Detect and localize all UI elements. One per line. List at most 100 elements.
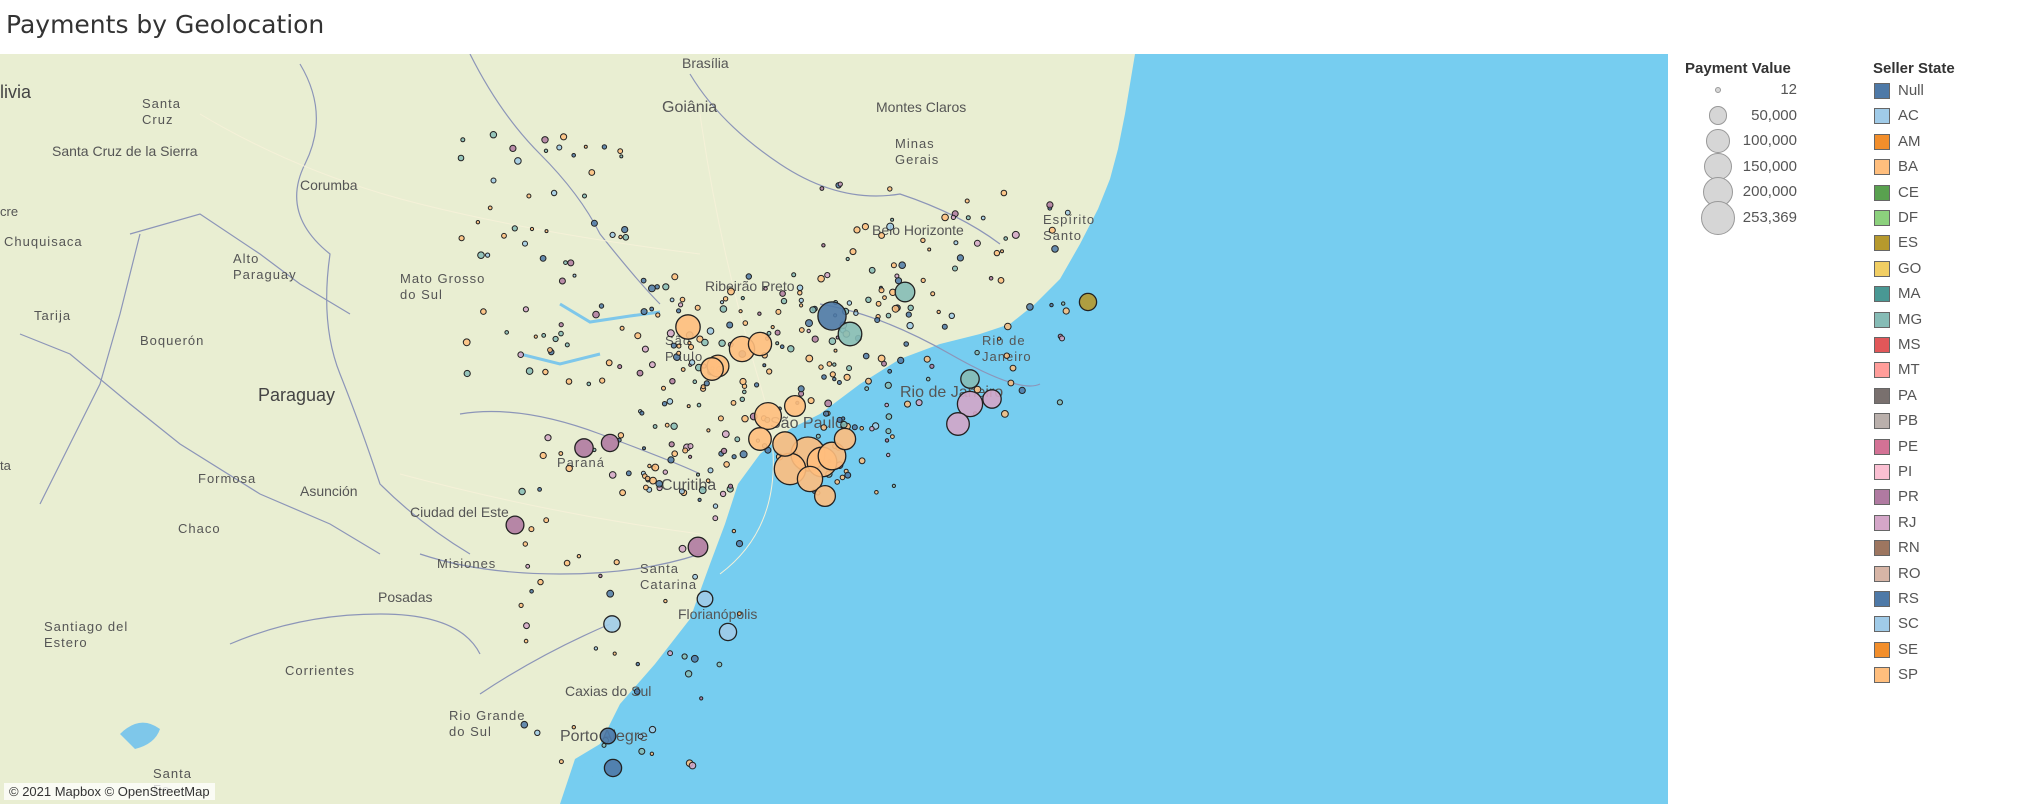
legend-label-pr[interactable]: PR [1898,488,1919,506]
small-point[interactable] [686,404,691,409]
small-point[interactable] [678,544,687,553]
small-point[interactable] [522,240,528,247]
small-point[interactable] [599,377,606,384]
small-point[interactable] [523,622,530,630]
small-point[interactable] [821,374,827,380]
small-point[interactable] [878,232,885,239]
small-point[interactable] [980,215,986,221]
small-point[interactable] [649,476,657,485]
small-point[interactable] [518,602,524,609]
small-point[interactable] [721,430,730,439]
small-point[interactable] [676,308,682,314]
small-point[interactable] [598,573,603,579]
small-point[interactable] [706,327,715,335]
small-point[interactable] [544,229,549,234]
small-point[interactable] [973,239,981,247]
small-point[interactable] [770,325,775,330]
bubble-londrina[interactable] [600,433,620,453]
small-point[interactable] [643,484,649,491]
small-point[interactable] [558,451,564,456]
small-point[interactable] [865,296,872,304]
small-point[interactable] [881,360,887,367]
legend-label-ba[interactable]: BA [1898,158,1919,176]
small-point[interactable] [621,226,629,234]
small-point[interactable] [874,490,879,495]
legend-label-pa[interactable]: PA [1898,386,1917,404]
legend-label-am[interactable]: AM [1898,132,1921,150]
small-point[interactable] [576,554,582,559]
small-point[interactable] [925,376,931,382]
legend-label-se[interactable]: SE [1898,640,1919,658]
small-point[interactable] [617,364,623,370]
legend-swatch-pb[interactable] [1874,413,1890,430]
small-point[interactable] [617,432,625,439]
small-point[interactable] [633,688,641,695]
small-point[interactable] [809,306,817,314]
small-point[interactable] [952,265,958,272]
small-point[interactable] [533,334,538,339]
small-point[interactable] [923,355,931,363]
legend-label-go[interactable]: GO [1898,259,1922,277]
small-point[interactable] [853,226,861,234]
small-point[interactable] [641,345,649,353]
small-point[interactable] [528,526,535,533]
small-point[interactable] [775,341,780,346]
small-point[interactable] [670,422,678,430]
small-point[interactable] [787,345,795,353]
small-point[interactable] [885,312,892,319]
legend-label-es[interactable]: ES [1898,234,1919,252]
small-point[interactable] [797,290,803,296]
small-point[interactable] [618,234,623,240]
small-point[interactable] [678,302,684,308]
small-point[interactable] [707,467,714,474]
small-point[interactable] [930,291,936,297]
legend-swatch-mt[interactable] [1874,362,1890,379]
small-point[interactable] [558,277,566,285]
small-point[interactable] [757,311,762,316]
bubble-uberl-ndia[interactable] [837,321,863,347]
small-point[interactable] [775,308,782,315]
small-point[interactable] [1026,303,1034,311]
bubble-cascavel[interactable] [505,515,525,535]
small-point[interactable] [762,363,767,368]
small-point[interactable] [875,300,882,307]
small-point[interactable] [560,133,568,141]
small-point[interactable] [739,377,747,386]
small-point[interactable] [890,217,895,222]
small-point[interactable] [687,340,692,346]
small-point[interactable] [619,489,626,497]
small-point[interactable] [832,376,837,382]
small-point[interactable] [701,338,709,347]
small-point[interactable] [684,670,693,678]
small-point[interactable] [590,219,598,227]
small-point[interactable] [1059,335,1065,342]
small-point[interactable] [950,214,957,220]
legend-label-rs[interactable]: RS [1898,590,1919,607]
small-point[interactable] [884,402,890,408]
small-point[interactable] [692,573,698,580]
small-point[interactable] [619,154,624,159]
small-point[interactable] [522,541,528,547]
small-point[interactable] [843,373,851,381]
small-point[interactable] [823,410,830,417]
small-point[interactable] [642,446,646,451]
legend-swatch-ms[interactable] [1874,337,1890,353]
small-point[interactable] [692,379,698,385]
small-point[interactable] [635,661,640,667]
small-point[interactable] [688,359,696,366]
map-attribution[interactable]: © 2021 Mapbox © OpenStreetMap [4,783,215,800]
small-point[interactable] [897,356,905,364]
small-point[interactable] [936,309,941,315]
small-point[interactable] [608,471,617,479]
legend-swatch-pi[interactable] [1874,464,1890,480]
legend-label-pb[interactable]: PB [1898,412,1919,430]
legend-swatch-ce[interactable] [1874,184,1890,201]
legend-label-ma[interactable]: MA [1898,285,1921,303]
small-point[interactable] [606,589,615,598]
legend-swatch-ac[interactable] [1874,108,1890,125]
small-point[interactable] [639,410,645,416]
small-point[interactable] [741,415,749,423]
small-point[interactable] [826,361,833,367]
small-point[interactable] [504,330,510,335]
bubble-guarulhos[interactable] [817,441,847,471]
